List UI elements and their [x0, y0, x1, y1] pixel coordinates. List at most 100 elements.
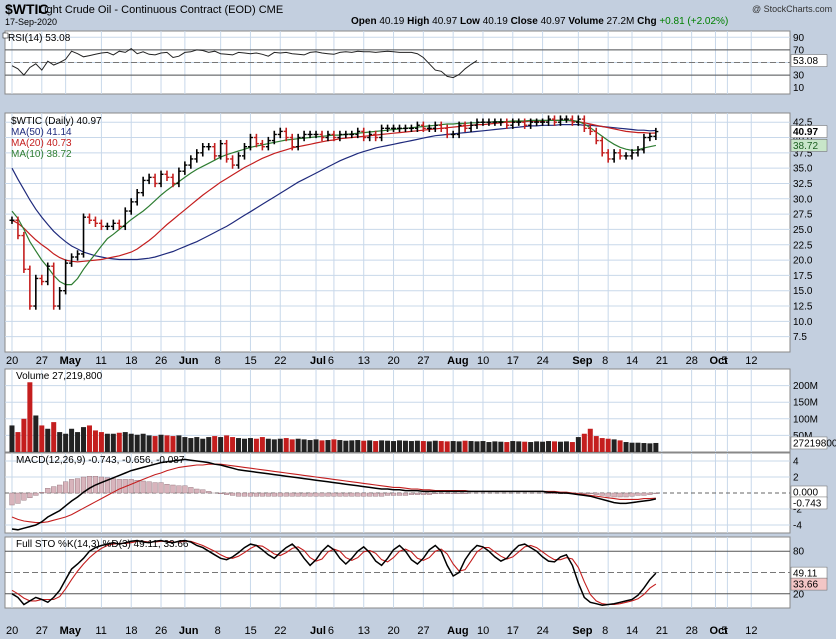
x-axis-label-bottom: 8: [602, 625, 608, 637]
price-bar: [27, 265, 33, 310]
y-tick-label: 30: [793, 71, 805, 82]
macd-histogram-bar: [128, 479, 134, 494]
ohlc-label: Chg: [637, 16, 660, 27]
volume-bar: [504, 442, 510, 452]
volume-bar: [599, 438, 605, 452]
volume-bar: [86, 425, 92, 452]
volume-bar: [45, 428, 51, 452]
x-axis-label-bottom: 11: [95, 625, 106, 637]
macd-histogram-bar: [611, 492, 617, 498]
x-axis-label: 17: [507, 355, 519, 367]
x-axis-label: 12: [745, 355, 757, 367]
price-bar: [259, 139, 265, 151]
macd-histogram-bar: [343, 492, 349, 497]
ohlc-value: 40.19: [379, 16, 405, 27]
macd-histogram-bar: [235, 492, 242, 497]
ohlc-label: High: [407, 16, 433, 27]
macd-histogram-bar: [319, 492, 325, 497]
macd-histogram-bar: [450, 492, 456, 495]
volume-bar: [581, 433, 587, 452]
volume-bar: [92, 430, 98, 452]
volume-bar: [253, 438, 259, 452]
macd-histogram-bar: [265, 492, 271, 497]
macd-histogram-bar: [63, 481, 69, 494]
x-axis-label-bottom: 6: [328, 625, 334, 637]
x-axis-label-bottom: 18: [125, 625, 137, 637]
y-tick-label: 2: [793, 473, 799, 484]
volume-bar: [355, 440, 361, 452]
macd-histogram-bar: [373, 492, 379, 497]
volume-bar: [128, 433, 134, 452]
volume-bar: [271, 439, 277, 452]
price-bar: [122, 207, 128, 231]
price-bar: [21, 231, 27, 273]
macd-histogram-bar: [438, 492, 444, 495]
price-bar: [569, 115, 575, 126]
price-bar: [57, 287, 63, 310]
y-tick-label: 40.0: [793, 133, 813, 144]
volume-bar: [391, 441, 397, 452]
x-axis-label-bottom: 12: [745, 625, 757, 637]
ohlc-label: Open: [351, 16, 380, 27]
price-bar: [522, 118, 528, 129]
x-axis-label-bottom: 24: [537, 625, 549, 637]
volume-bar: [540, 441, 546, 452]
price-bar: [236, 152, 242, 169]
volume-bar: [307, 440, 313, 452]
volume-bar: [563, 441, 569, 452]
x-axis-label: 20: [6, 355, 18, 367]
rsi-legend-marker: [2, 32, 9, 39]
price-bar: [480, 118, 486, 126]
price-bar: [51, 262, 57, 310]
price-tag: 38.72: [793, 141, 818, 152]
volume-bar: [313, 439, 319, 452]
volume-bar: [635, 442, 641, 452]
volume-bar: [474, 441, 480, 452]
volume-legend: Volume 27,219,800: [16, 371, 103, 382]
y-tick-label: 17.5: [793, 271, 813, 282]
volume-bar: [325, 440, 331, 452]
y-tick-label: 20: [793, 589, 805, 600]
macd-histogram-bar: [116, 479, 122, 494]
price-bar: [647, 132, 653, 142]
volume-bar: [522, 441, 528, 452]
volume-bar: [241, 438, 247, 452]
y-tick-label: 25.0: [793, 225, 813, 236]
chart-date: 17-Sep-2020: [5, 17, 58, 27]
price-bar: [474, 118, 480, 129]
volume-bar: [116, 432, 122, 452]
x-axis-label-bottom: 13: [358, 625, 370, 637]
volume-bar: [468, 441, 474, 452]
y-tick-label: 30.0: [793, 194, 813, 205]
price-legend-item: MA(10) 38.72: [11, 149, 72, 160]
macd-histogram-bar: [396, 492, 403, 496]
volume-bar: [617, 440, 623, 452]
price-bar: [128, 198, 134, 215]
x-axis-label: 28: [686, 355, 698, 367]
y-tick-label: 7.5: [793, 332, 807, 343]
x-axis-label-bottom: May: [60, 625, 82, 637]
ohlc-value: 27.2M: [606, 16, 635, 27]
price-bar: [516, 118, 522, 126]
price-bar: [397, 124, 402, 132]
price-bar: [98, 219, 104, 231]
price-panel: [4, 112, 791, 353]
macd-histogram-bar: [229, 492, 236, 496]
x-axis-label-bottom: Sep: [572, 625, 592, 637]
macd-histogram-bar: [301, 492, 307, 497]
price-bar: [605, 149, 611, 163]
x-axis-label: 5: [721, 355, 727, 367]
volume-bar: [641, 443, 647, 452]
macd-histogram-bar: [104, 477, 110, 494]
macd-histogram-bar: [182, 485, 188, 494]
macd-histogram-bar: [402, 492, 409, 496]
volume-bar: [110, 433, 116, 452]
price-bar: [325, 130, 331, 142]
price-tag-box: [790, 139, 828, 152]
price-bar: [33, 274, 39, 310]
volume-bar: [575, 437, 581, 452]
price-bar: [408, 124, 414, 132]
volume-bar: [295, 438, 301, 452]
macd-histogram-bar: [313, 492, 319, 497]
price-bar: [182, 161, 188, 175]
